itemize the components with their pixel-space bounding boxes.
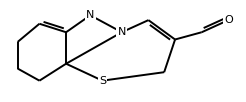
Text: N: N	[118, 27, 126, 37]
Text: S: S	[99, 76, 106, 86]
Text: O: O	[224, 15, 233, 25]
Text: N: N	[86, 10, 94, 20]
